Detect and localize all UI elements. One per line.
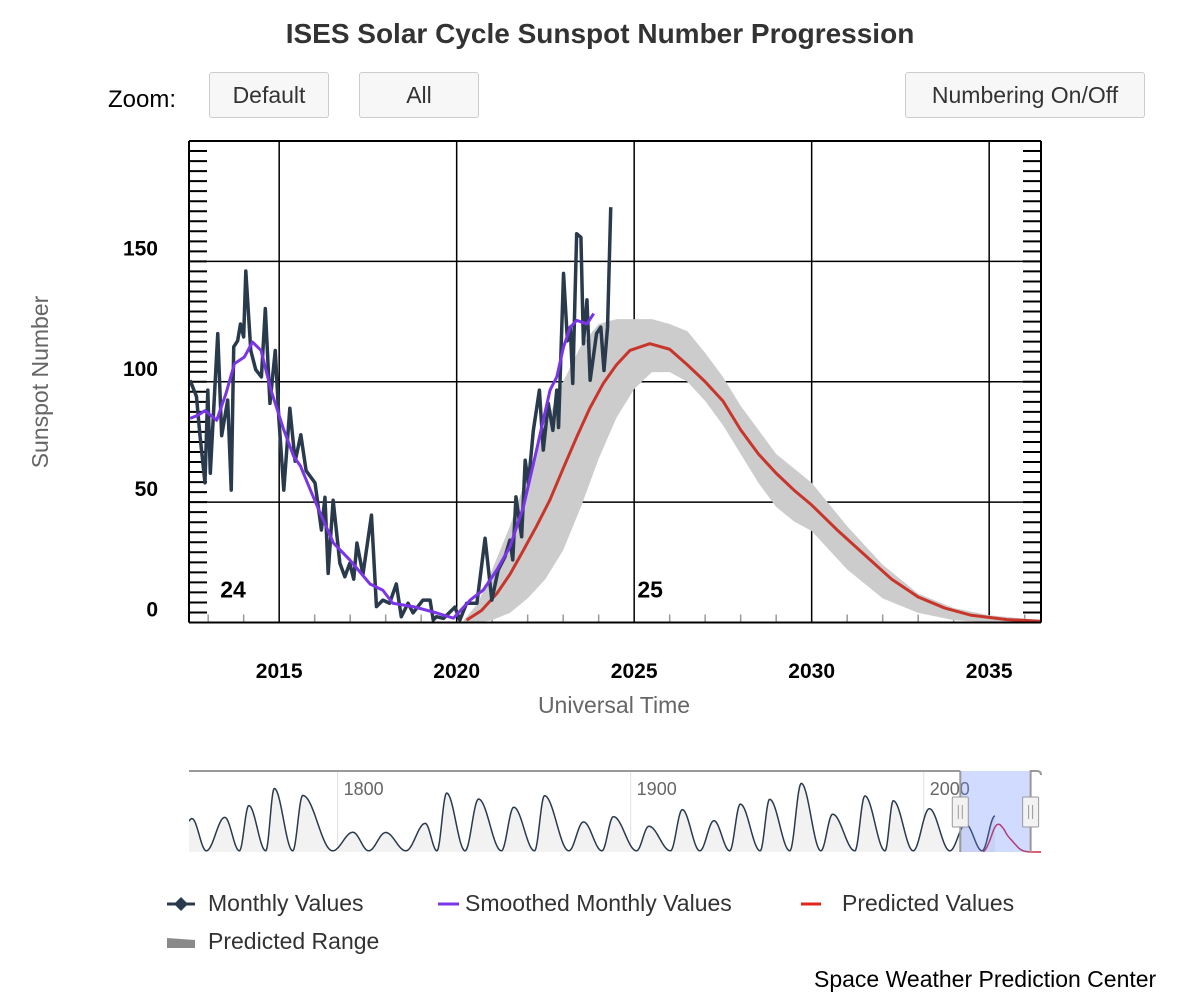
- navigator-selection-mask[interactable]: [960, 771, 1031, 852]
- legend-label: Monthly Values: [208, 890, 364, 916]
- monthly-values-line: [189, 207, 613, 622]
- navigator-predicted-line: [982, 823, 1041, 853]
- line-icon: [801, 902, 821, 905]
- x-tick-label: 2020: [433, 660, 480, 683]
- zoom-default-button[interactable]: Default: [209, 72, 329, 118]
- chart-title: ISES Solar Cycle Sunspot Number Progress…: [286, 18, 915, 49]
- zoom-label: Zoom:: [108, 86, 177, 113]
- legend-predicted-range[interactable]: Predicted Range: [166, 928, 379, 955]
- x-tick-label: 2025: [611, 660, 658, 683]
- navigator-monthly-line: [189, 782, 996, 852]
- legend-monthly-values[interactable]: Monthly Values: [166, 890, 364, 917]
- zoom-all-button[interactable]: All: [359, 72, 479, 118]
- plot-area: [189, 207, 1041, 623]
- navigator-left-handle[interactable]: [951, 796, 969, 828]
- legend-label: Predicted Values: [842, 890, 1015, 916]
- cycle-number-label: 24: [220, 577, 246, 603]
- navigator-area: [189, 783, 995, 852]
- legend-label: Predicted Range: [208, 928, 380, 954]
- navigator-year-label: 1900: [637, 779, 677, 799]
- x-tick-label: 2015: [256, 660, 303, 683]
- y-tick-label: 0: [146, 599, 158, 622]
- y-tick-label: 50: [135, 478, 158, 501]
- cycle-number-label: 25: [637, 577, 663, 603]
- navigator-right-handle[interactable]: [1022, 796, 1040, 828]
- axis-labels: 2015 2020 2025 2030 2035 0 50 100 150 24 25: [123, 237, 1013, 683]
- x-tick-label: 2030: [788, 660, 835, 683]
- legend-smoothed-values[interactable]: Smoothed Monthly Values: [437, 890, 732, 917]
- x-axis-title: Universal Time: [538, 692, 690, 718]
- diamond-line-icon: [167, 896, 195, 911]
- credits[interactable]: Space Weather Prediction Center: [814, 966, 1157, 992]
- predicted-range-band: [463, 319, 1041, 623]
- y-axis-title: Sunspot Number: [27, 295, 53, 468]
- line-icon: [438, 902, 459, 905]
- plot-frame: [188, 140, 1042, 624]
- x-tick-label: 2035: [966, 660, 1013, 683]
- y-tick-label: 100: [123, 358, 158, 381]
- legend-predicted-values[interactable]: Predicted Values: [800, 890, 1014, 917]
- navigator[interactable]: 1800 1900 2000: [189, 770, 1042, 853]
- navigator-series: [189, 771, 1041, 853]
- numbering-toggle-button[interactable]: Numbering On/Off: [905, 72, 1145, 118]
- bar-icon: [167, 937, 195, 948]
- y-tick-label: 150: [123, 237, 158, 260]
- smoothed-monthly-values-line: [189, 312, 595, 620]
- navigator-year-label: 1800: [344, 779, 384, 799]
- legend-label: Smoothed Monthly Values: [465, 890, 732, 916]
